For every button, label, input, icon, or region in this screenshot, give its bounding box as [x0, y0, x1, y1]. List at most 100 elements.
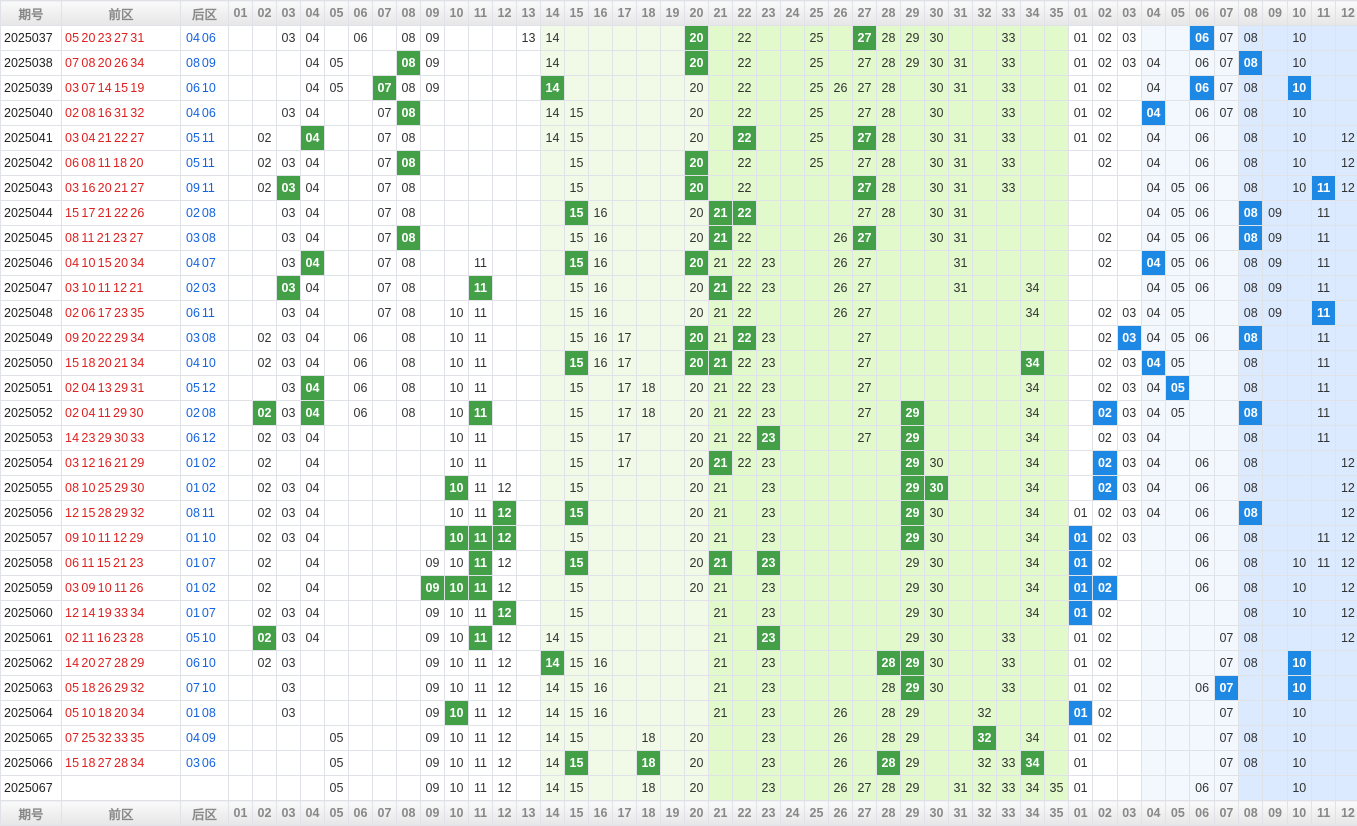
back-number: 03	[186, 231, 200, 245]
back-cell-02: 02	[1092, 150, 1118, 176]
back-cell-02: 02	[1092, 400, 1118, 426]
front-cell-01	[228, 500, 253, 526]
front-cell-35	[1044, 700, 1069, 726]
front-cell-33: 33	[996, 25, 1021, 51]
front-cell-10: 10	[444, 650, 469, 676]
front-cell-22: 22	[732, 75, 757, 101]
back-cell-07	[1213, 425, 1240, 451]
back-cell-05	[1165, 650, 1191, 676]
table-row: 2025048 02 06 17 23 35 06 11 03 04 07 08 10 11 15 16 20 2…	[0, 300, 1357, 326]
front-cell-23	[756, 150, 781, 176]
front-cell-12	[492, 150, 517, 176]
front-cell-10: 10	[444, 375, 469, 401]
back-number: 10	[201, 356, 216, 370]
back-cell-04: 04	[1140, 500, 1167, 526]
front-col-header-03: 03	[276, 800, 301, 826]
front-cell-24	[780, 700, 805, 726]
issue-number: 2025050	[0, 350, 62, 376]
front-cell-13	[516, 125, 541, 151]
front-cell-30: 30	[924, 500, 949, 526]
front-cell-01	[228, 550, 253, 576]
table-row: 2025065 07 25 32 33 35 04 09 05 09 10 11 12 14 15 18 20 2…	[0, 725, 1357, 751]
front-cell-04: 04	[300, 425, 325, 451]
issue-number: 2025041	[0, 125, 62, 151]
front-cell-20: 20	[684, 25, 709, 51]
front-cell-14	[540, 225, 565, 251]
back-zone-header: 后区	[180, 800, 229, 826]
back-number: 09	[201, 56, 216, 70]
front-cell-03	[276, 775, 301, 801]
back-number: 01	[186, 531, 200, 545]
front-cell-12	[492, 75, 517, 101]
front-cell-19	[660, 375, 685, 401]
front-cell-09: 09	[420, 750, 445, 776]
front-cell-09	[420, 200, 445, 226]
front-cell-19	[660, 100, 685, 126]
front-cell-24	[780, 500, 805, 526]
front-cell-24	[780, 50, 805, 76]
front-cell-29	[900, 150, 925, 176]
front-number: 31	[130, 31, 145, 45]
back-number: 01	[186, 706, 200, 720]
front-cell-35	[1044, 250, 1069, 276]
front-cell-22: 22	[732, 250, 757, 276]
back-cell-04	[1140, 600, 1167, 626]
front-cell-03: 03	[276, 300, 301, 326]
table-row: 2025057 09 10 11 12 29 01 10 02 03 04 10 11 12 15 20 21 2…	[0, 525, 1357, 551]
front-col-header-22: 22	[732, 0, 757, 26]
back-number: 12	[201, 431, 216, 445]
front-cell-18	[636, 225, 661, 251]
front-cell-15: 15	[564, 350, 589, 376]
front-cell-25	[804, 600, 829, 626]
issue-number: 2025057	[0, 525, 62, 551]
back-col-header-03: 03	[1116, 800, 1142, 826]
front-number: 20	[97, 356, 112, 370]
front-col-header-30: 30	[924, 0, 949, 26]
front-number: 15	[96, 556, 112, 570]
front-cell-23: 23	[756, 475, 781, 501]
front-cell-06	[348, 50, 373, 76]
front-cell-25	[804, 725, 829, 751]
front-cell-24	[780, 575, 805, 601]
front-number: 28	[113, 656, 129, 670]
front-cell-21: 21	[708, 675, 733, 701]
back-cell-09	[1262, 625, 1288, 651]
front-cell-26: 26	[828, 750, 853, 776]
front-cell-31: 31	[948, 150, 973, 176]
front-cell-17: 17	[612, 350, 637, 376]
back-cell-10	[1286, 375, 1312, 401]
front-cell-27: 27	[852, 350, 877, 376]
front-cell-34: 34	[1020, 275, 1045, 301]
front-cell-13	[516, 575, 541, 601]
front-col-header-05: 05	[324, 0, 349, 26]
back-cell-04	[1140, 725, 1167, 751]
front-cell-07: 07	[372, 275, 397, 301]
front-cell-22	[732, 475, 757, 501]
front-number: 12	[81, 456, 96, 470]
front-cell-28	[876, 225, 901, 251]
front-cell-13	[516, 300, 541, 326]
front-cell-15	[564, 25, 589, 51]
front-cell-23: 23	[756, 450, 781, 476]
back-cell-02	[1092, 175, 1118, 201]
front-cell-30: 30	[924, 600, 949, 626]
front-cell-20: 20	[684, 775, 709, 801]
issue-number: 2025060	[0, 600, 62, 626]
front-number: 15	[97, 256, 112, 270]
front-cell-35	[1044, 50, 1069, 76]
front-cell-17	[612, 50, 637, 76]
back-cell-08: 08	[1238, 100, 1264, 126]
front-cell-22	[732, 500, 757, 526]
back-cell-08	[1238, 700, 1264, 726]
front-cell-17: 17	[612, 375, 637, 401]
front-cell-35	[1044, 750, 1069, 776]
back-cell-03: 03	[1116, 375, 1142, 401]
front-cell-14: 14	[540, 675, 565, 701]
front-cell-16: 16	[588, 350, 613, 376]
front-cell-09: 09	[420, 775, 445, 801]
front-cell-04: 04	[300, 275, 325, 301]
back-cell-09	[1262, 450, 1288, 476]
back-cell-08: 08	[1238, 725, 1264, 751]
back-cell-05: 05	[1165, 325, 1191, 351]
back-cell-07	[1213, 600, 1240, 626]
